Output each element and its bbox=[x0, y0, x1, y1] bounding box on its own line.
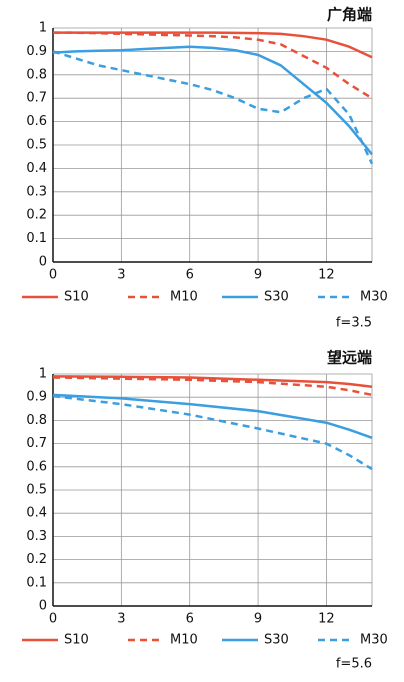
y-tick-label: 0.3 bbox=[26, 529, 47, 544]
y-tick-label: 0.3 bbox=[26, 184, 47, 199]
legend-label: M10 bbox=[170, 290, 198, 305]
x-tick-label: 12 bbox=[318, 612, 335, 627]
legend-label: S30 bbox=[264, 290, 289, 305]
y-tick-label: 0.9 bbox=[26, 390, 47, 405]
series-line bbox=[52, 394, 373, 471]
y-tick-label: 0.2 bbox=[26, 552, 47, 567]
y-tick-label: 1 bbox=[39, 367, 47, 382]
y-tick-label: 1 bbox=[39, 21, 47, 36]
annotation: f=3.5 bbox=[336, 316, 372, 331]
y-tick-label: 0.7 bbox=[26, 436, 47, 451]
y-tick-label: 0 bbox=[39, 255, 47, 270]
y-tick-label: 0 bbox=[39, 599, 47, 614]
x-tick-label: 6 bbox=[186, 268, 194, 283]
x-tick-label: 6 bbox=[186, 612, 194, 627]
series-line bbox=[52, 376, 373, 397]
y-tick-label: 0.5 bbox=[26, 483, 47, 498]
y-tick-label: 0.4 bbox=[26, 506, 47, 521]
y-tick-label: 0.6 bbox=[26, 459, 47, 474]
legend-label: M30 bbox=[360, 633, 388, 648]
y-tick-label: 0.9 bbox=[26, 44, 47, 59]
y-tick-label: 0.5 bbox=[26, 138, 47, 153]
y-tick-label: 0.2 bbox=[26, 208, 47, 223]
x-tick-label: 12 bbox=[318, 268, 335, 283]
y-tick-label: 0.6 bbox=[26, 114, 47, 129]
legend-label: M30 bbox=[360, 290, 388, 305]
y-tick-label: 0.1 bbox=[26, 231, 47, 246]
legend-label: S10 bbox=[64, 633, 89, 648]
y-tick-label: 0.8 bbox=[26, 67, 47, 82]
series-line bbox=[52, 393, 373, 439]
x-tick-label: 0 bbox=[49, 612, 57, 627]
x-tick-label: 3 bbox=[117, 268, 125, 283]
y-tick-label: 0.8 bbox=[26, 413, 47, 428]
y-tick-label: 0.4 bbox=[26, 161, 47, 176]
legend-label: S10 bbox=[64, 290, 89, 305]
x-tick-label: 9 bbox=[254, 612, 262, 627]
x-tick-label: 9 bbox=[254, 268, 262, 283]
legend-label: M10 bbox=[170, 633, 198, 648]
x-tick-label: 3 bbox=[117, 612, 125, 627]
series-line bbox=[52, 375, 373, 389]
x-tick-label: 0 bbox=[49, 268, 57, 283]
chart-title: 望远端 bbox=[327, 349, 372, 367]
annotation: f=5.6 bbox=[336, 657, 372, 672]
series-line bbox=[52, 45, 373, 156]
y-tick-label: 0.7 bbox=[26, 91, 47, 106]
chart-title: 广角端 bbox=[327, 6, 372, 24]
legend-label: S30 bbox=[264, 633, 289, 648]
y-tick-label: 0.1 bbox=[26, 575, 47, 590]
series-line bbox=[53, 31, 373, 100]
series-line bbox=[52, 50, 374, 165]
